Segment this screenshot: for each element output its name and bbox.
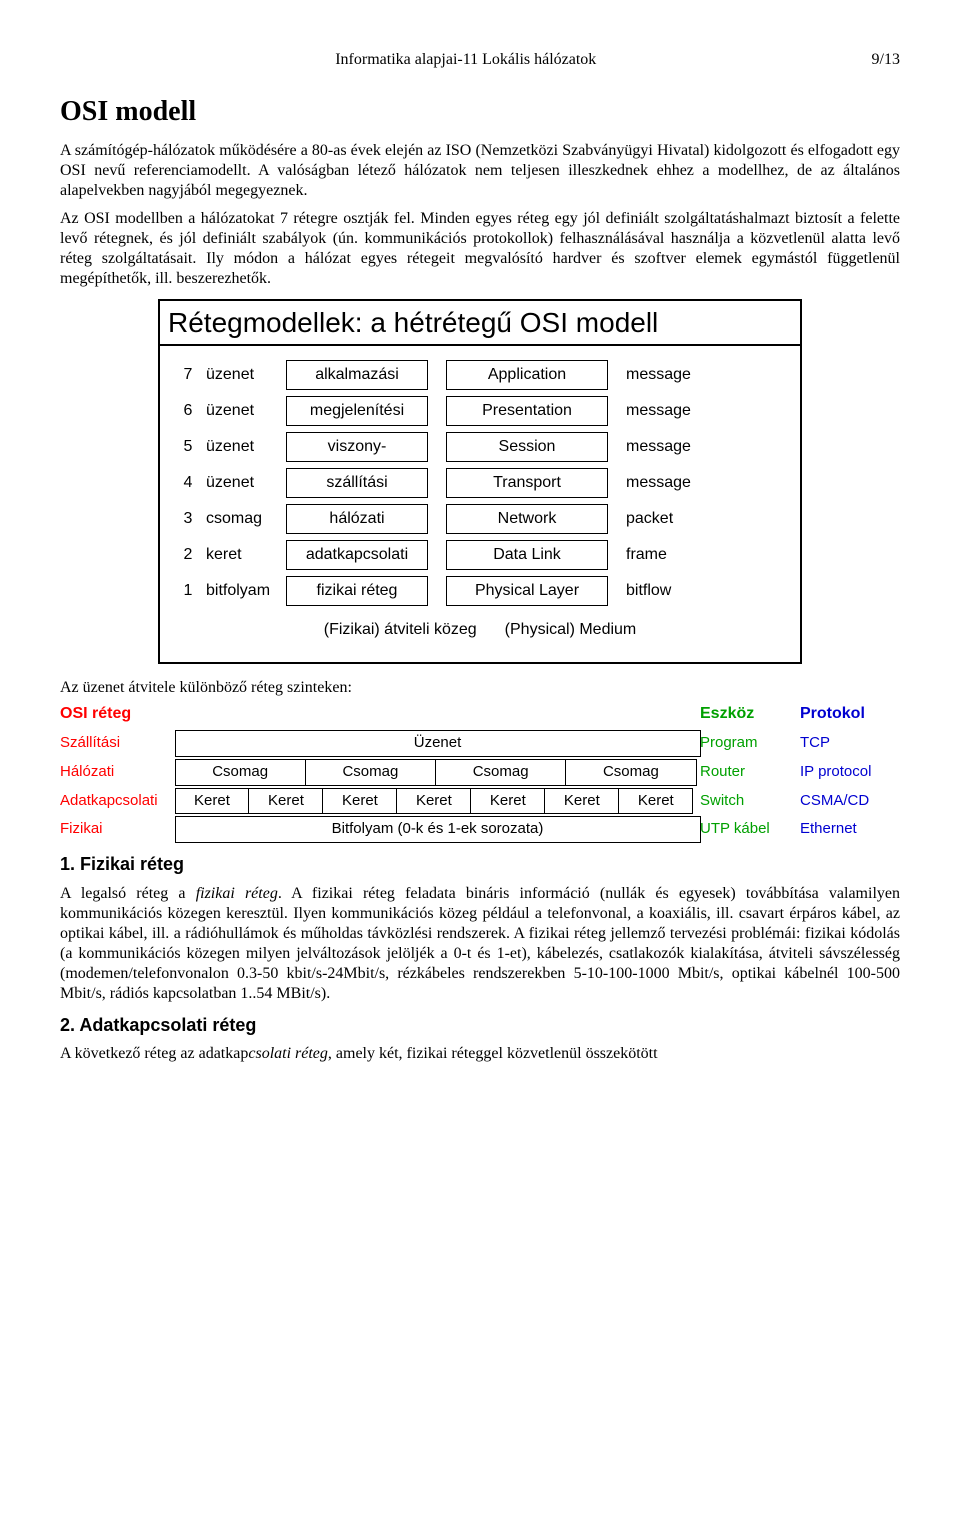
layer-name: Fizikai	[60, 820, 175, 839]
layer-name: Adatkapcsolati	[60, 792, 175, 811]
osi-row: 3 csomag hálózati Network packet	[170, 504, 790, 534]
text-run: , amely két, fizikai réteggel közvetlenü…	[328, 1045, 658, 1062]
protocol-name: IP protocol	[800, 763, 900, 782]
italic-term: fizikai réteg	[196, 885, 278, 902]
hdr-protocol: Protokol	[800, 704, 900, 724]
osi-pdu-hu: üzenet	[206, 437, 286, 457]
osi-layer-number: 1	[170, 581, 206, 601]
osi-pdu-en: message	[626, 473, 716, 493]
layer-name: Szállítási	[60, 734, 175, 753]
transfer-row: Adatkapcsolati Keret Keret Keret Keret K…	[60, 788, 900, 815]
osi-pdu-en: message	[626, 437, 716, 457]
pdu-cell: Csomag	[565, 759, 696, 786]
protocol-name: Ethernet	[800, 820, 900, 839]
osi-layer-number: 3	[170, 509, 206, 529]
pdu-cell: Üzenet	[175, 730, 701, 757]
osi-pdu-en: message	[626, 365, 716, 385]
text-run: . A fizikai réteg feladata bináris infor…	[60, 885, 900, 1002]
osi-layer-hu: fizikai réteg	[286, 576, 428, 606]
section-1-title: 1. Fizikai réteg	[60, 853, 900, 876]
pdu-cell: Keret	[248, 788, 323, 815]
osi-figure-title: Rétegmodellek: a hétrétegű OSI modell	[160, 301, 800, 346]
osi-layer-number: 4	[170, 473, 206, 493]
page-header-number: 9/13	[872, 50, 900, 70]
pdu-cell: Keret	[544, 788, 619, 815]
pdu-cell: Csomag	[435, 759, 566, 786]
osi-row: 4 üzenet szállítási Transport message	[170, 468, 790, 498]
device-name: Router	[700, 763, 800, 782]
hdr-osi-layer: OSI réteg	[60, 704, 175, 724]
osi-layer-en: Application	[446, 360, 608, 390]
layer-name: Hálózati	[60, 763, 175, 782]
osi-layer-hu: megjelenítési	[286, 396, 428, 426]
paragraph-intro-1: A számítógép-hálózatok működésére a 80-a…	[60, 141, 900, 201]
osi-row: 6 üzenet megjelenítési Presentation mess…	[170, 396, 790, 426]
osi-medium-row: (Fizikai) átviteli közeg (Physical) Medi…	[170, 620, 790, 640]
osi-pdu-hu: üzenet	[206, 473, 286, 493]
pdu-cell: Keret	[470, 788, 545, 815]
osi-figure: Rétegmodellek: a hétrétegű OSI modell 7 …	[158, 299, 802, 664]
osi-pdu-hu: üzenet	[206, 401, 286, 421]
osi-layer-en: Presentation	[446, 396, 608, 426]
page-header-title: Informatika alapjai-11 Lokális hálózatok	[335, 51, 596, 68]
hdr-device: Eszköz	[700, 704, 800, 724]
section-2-body: A következő réteg az adatkapcsolati réte…	[60, 1044, 900, 1064]
osi-layer-number: 5	[170, 437, 206, 457]
paragraph-intro-2: Az OSI modellben a hálózatokat 7 rétegre…	[60, 209, 900, 289]
osi-pdu-hu: csomag	[206, 509, 286, 529]
osi-layer-en: Network	[446, 504, 608, 534]
osi-pdu-en: packet	[626, 509, 716, 529]
device-name: Switch	[700, 792, 800, 811]
osi-pdu-hu: bitfolyam	[206, 581, 286, 601]
transfer-row: Hálózati Csomag Csomag Csomag Csomag Rou…	[60, 759, 900, 786]
pdu-cell: Keret	[322, 788, 397, 815]
text-run: A legalsó réteg a	[60, 885, 196, 902]
osi-layer-en: Transport	[446, 468, 608, 498]
protocol-name: TCP	[800, 734, 900, 753]
italic-term: csolati réteg	[248, 1045, 328, 1062]
pdu-cell: Keret	[396, 788, 471, 815]
protocol-name: CSMA/CD	[800, 792, 900, 811]
pdu-cell: Csomag	[175, 759, 306, 786]
device-name: Program	[700, 734, 800, 753]
osi-figure-body: 7 üzenet alkalmazási Application message…	[160, 346, 800, 662]
osi-row: 7 üzenet alkalmazási Application message	[170, 360, 790, 390]
osi-layer-hu: alkalmazási	[286, 360, 428, 390]
transfer-row: Fizikai Bitfolyam (0-k és 1-ek sorozata)…	[60, 816, 900, 843]
transfer-caption: Az üzenet átvitele különböző réteg szint…	[60, 678, 900, 698]
osi-layer-hu: hálózati	[286, 504, 428, 534]
osi-pdu-hu: keret	[206, 545, 286, 565]
section-2-title: 2. Adatkapcsolati réteg	[60, 1014, 900, 1037]
pdu-cell: Bitfolyam (0-k és 1-ek sorozata)	[175, 816, 701, 843]
osi-layer-hu: viszony-	[286, 432, 428, 462]
document-title: OSI modell	[60, 94, 900, 129]
pdu-cell: Keret	[618, 788, 693, 815]
osi-row: 1 bitfolyam fizikai réteg Physical Layer…	[170, 576, 790, 606]
osi-pdu-en: message	[626, 401, 716, 421]
device-name: UTP kábel	[700, 820, 800, 839]
osi-layer-hu: szállítási	[286, 468, 428, 498]
osi-row: 5 üzenet viszony- Session message	[170, 432, 790, 462]
osi-layer-number: 2	[170, 545, 206, 565]
section-1-body: A legalsó réteg a fizikai réteg. A fizik…	[60, 884, 900, 1004]
text-run: A következő réteg az adatkap	[60, 1045, 248, 1062]
osi-row: 2 keret adatkapcsolati Data Link frame	[170, 540, 790, 570]
osi-layer-number: 6	[170, 401, 206, 421]
osi-layer-hu: adatkapcsolati	[286, 540, 428, 570]
osi-pdu-hu: üzenet	[206, 365, 286, 385]
transfer-row: Szállítási Üzenet Program TCP	[60, 730, 900, 757]
osi-layer-en: Session	[446, 432, 608, 462]
transfer-table-header: OSI réteg Eszköz Protokol	[60, 704, 900, 724]
osi-layer-en: Physical Layer	[446, 576, 608, 606]
pdu-cell: Keret	[175, 788, 250, 815]
osi-medium-en: (Physical) Medium	[505, 620, 637, 640]
osi-medium-hu: (Fizikai) átviteli közeg	[324, 620, 477, 640]
osi-pdu-en: frame	[626, 545, 716, 565]
osi-pdu-en: bitflow	[626, 581, 716, 601]
osi-layer-number: 7	[170, 365, 206, 385]
osi-layer-en: Data Link	[446, 540, 608, 570]
pdu-cell: Csomag	[305, 759, 436, 786]
